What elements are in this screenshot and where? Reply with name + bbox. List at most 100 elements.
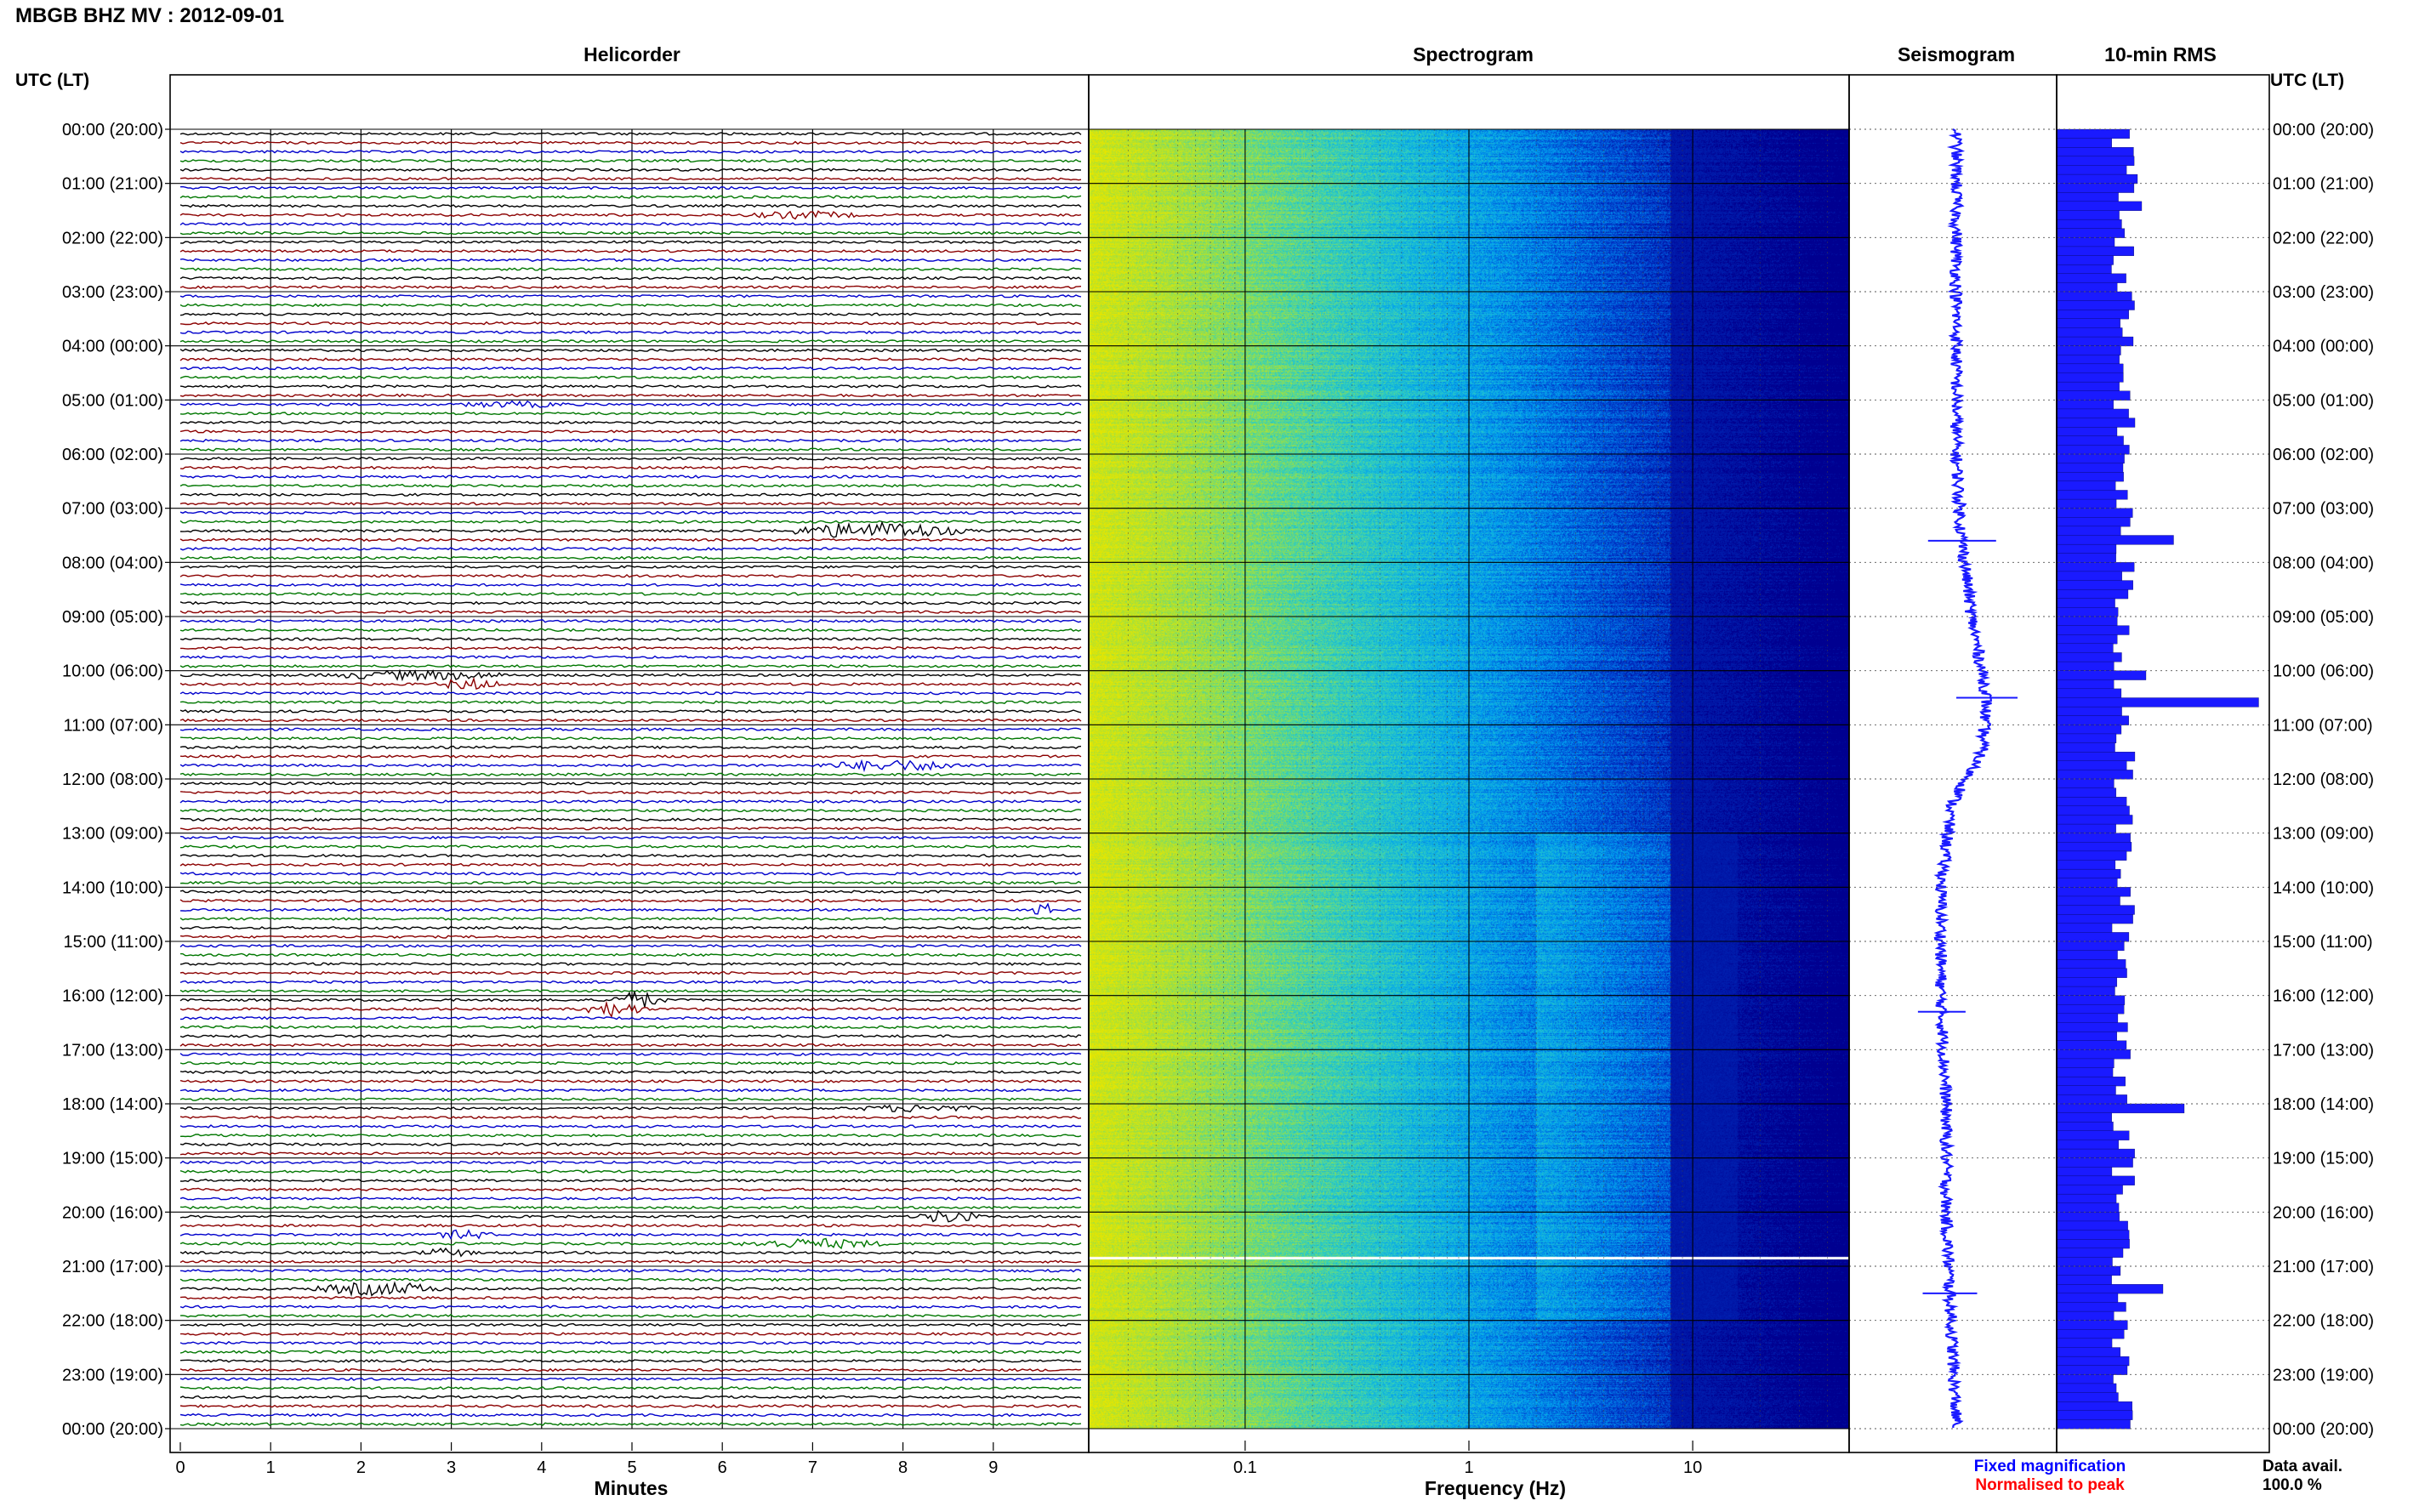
helicorder-trace: [179, 210, 1082, 220]
rms-bar: [2056, 643, 2114, 653]
rms-bar: [2056, 580, 2133, 590]
time-label-left: 17:00 (13:00): [62, 1041, 163, 1060]
time-label-left: 08:00 (04:00): [62, 554, 163, 572]
rms-bar: [2056, 1293, 2119, 1303]
rms-bar: [2056, 1067, 2114, 1077]
helicorder-trace: [179, 610, 1082, 614]
time-label-right: 01:00 (21:00): [2273, 175, 2374, 194]
helicorder-trace: [179, 1269, 1082, 1273]
rms-bar: [2056, 842, 2132, 852]
helicorder-trace: [179, 483, 1082, 488]
helicorder-trace: [179, 628, 1082, 633]
time-label-left: 23:00 (19:00): [62, 1366, 163, 1384]
helicorder-trace: [179, 1413, 1082, 1418]
helicorder-trace: [179, 1209, 1082, 1223]
rms-bar: [2056, 733, 2117, 744]
helicorder-trace: [179, 1000, 1082, 1019]
rms-bar: [2056, 1148, 2135, 1159]
rms-bar: [2056, 173, 2138, 185]
time-label-left: 09:00 (05:00): [62, 608, 163, 627]
helicorder-trace: [179, 1097, 1082, 1101]
rms-bar: [2056, 589, 2129, 600]
rms-bar: [2056, 400, 2114, 410]
time-label-left: 00:00 (20:00): [62, 121, 163, 139]
rms-bar: [2056, 1085, 2116, 1095]
rms-bar: [2056, 1130, 2130, 1140]
minute-tick-label: 5: [627, 1458, 636, 1477]
helicorder-trace: [179, 510, 1082, 515]
rms-bar: [2056, 355, 2120, 365]
rms-bar: [2056, 616, 2118, 627]
rms-bar: [2056, 1320, 2128, 1330]
seismogram-title: Seismogram: [1898, 43, 2015, 65]
helicorder-trace: [179, 1305, 1082, 1309]
rms-bar: [2056, 878, 2118, 888]
helicorder-trace: [179, 754, 1082, 759]
figure-title: MBGB BHZ MV : 2012-09-01: [15, 4, 284, 27]
helicorder-trace: [180, 645, 1082, 651]
rms-bar: [2056, 1383, 2117, 1394]
data-avail-value: 100.0 %: [2262, 1476, 2322, 1494]
rms-bar: [2056, 246, 2134, 257]
time-label-left: 16:00 (12:00): [62, 987, 163, 1006]
helicorder-trace: [179, 357, 1081, 361]
helicorder-trace: [179, 1422, 1082, 1426]
helicorder-trace: [179, 745, 1082, 750]
rms-bar: [2056, 445, 2130, 455]
rms-bar: [2056, 372, 2124, 383]
rms-bar: [2056, 1365, 2128, 1375]
minute-tick-label: 9: [988, 1458, 998, 1477]
time-label-right: 18:00 (14:00): [2273, 1095, 2374, 1114]
rms-bar: [2056, 562, 2135, 572]
rms-bar: [2056, 1392, 2119, 1402]
rms-bar: [2056, 914, 2133, 924]
rms-bar: [2056, 571, 2122, 582]
rms-bar: [2056, 255, 2114, 265]
time-label-left: 12:00 (08:00): [62, 770, 163, 789]
rms-bar: [2056, 833, 2131, 843]
rms-bar: [2056, 273, 2126, 283]
time-label-right: 14:00 (10:00): [2273, 878, 2374, 897]
rms-bar: [2056, 995, 2126, 1005]
helicorder-trace: [179, 1088, 1082, 1093]
data-avail-label: Data avail.: [2262, 1458, 2342, 1475]
helicorder-trace: [179, 1229, 1082, 1241]
helicorder-trace: [179, 664, 1082, 668]
rms-bar: [2056, 543, 2117, 554]
helicorder-trace: [179, 230, 1082, 236]
helicorder-trace: [179, 1377, 1082, 1381]
time-label-left: 04:00 (00:00): [62, 338, 163, 356]
time-label-right: 10:00 (06:00): [2273, 662, 2374, 681]
rms-bar: [2056, 535, 2174, 545]
rms-bar: [2056, 923, 2113, 933]
rms-bar: [2056, 318, 2120, 328]
rms-bar: [2056, 652, 2122, 662]
rms-bar: [2056, 156, 2135, 166]
time-label-left: 20:00 (16:00): [62, 1203, 163, 1222]
helicorder-trace: [179, 339, 1082, 344]
helicorder-trace: [179, 989, 1082, 993]
rms-bar: [2056, 327, 2123, 338]
rms-bar: [2056, 598, 2115, 608]
rms-bar: [2056, 625, 2130, 635]
time-label-right: 07:00 (03:00): [2273, 500, 2374, 519]
rms-bar: [2056, 1175, 2135, 1185]
helicorder-trace: [179, 592, 1082, 596]
helicorder-trace: [179, 195, 1082, 199]
rms-bar: [2056, 850, 2127, 861]
helicorder-trace: [179, 502, 1082, 506]
rms-bar: [2056, 418, 2136, 428]
helicorder-trace: [179, 240, 1082, 244]
rms-bar: [2056, 1401, 2132, 1412]
helicorder-trace: [179, 1142, 1082, 1146]
helicorder-trace: [179, 1160, 1082, 1165]
helicorder-trace: [179, 375, 1082, 380]
helicorder-trace: [179, 330, 1082, 335]
rms-bar: [2056, 1302, 2126, 1312]
helicorder-trace: [179, 1178, 1082, 1183]
rms-bar: [2056, 1212, 2120, 1222]
panel-frame: [169, 74, 1090, 1453]
helicorder-trace: [179, 412, 1082, 416]
rms-bar: [2056, 128, 2130, 139]
helicorder-trace: [179, 457, 1082, 461]
